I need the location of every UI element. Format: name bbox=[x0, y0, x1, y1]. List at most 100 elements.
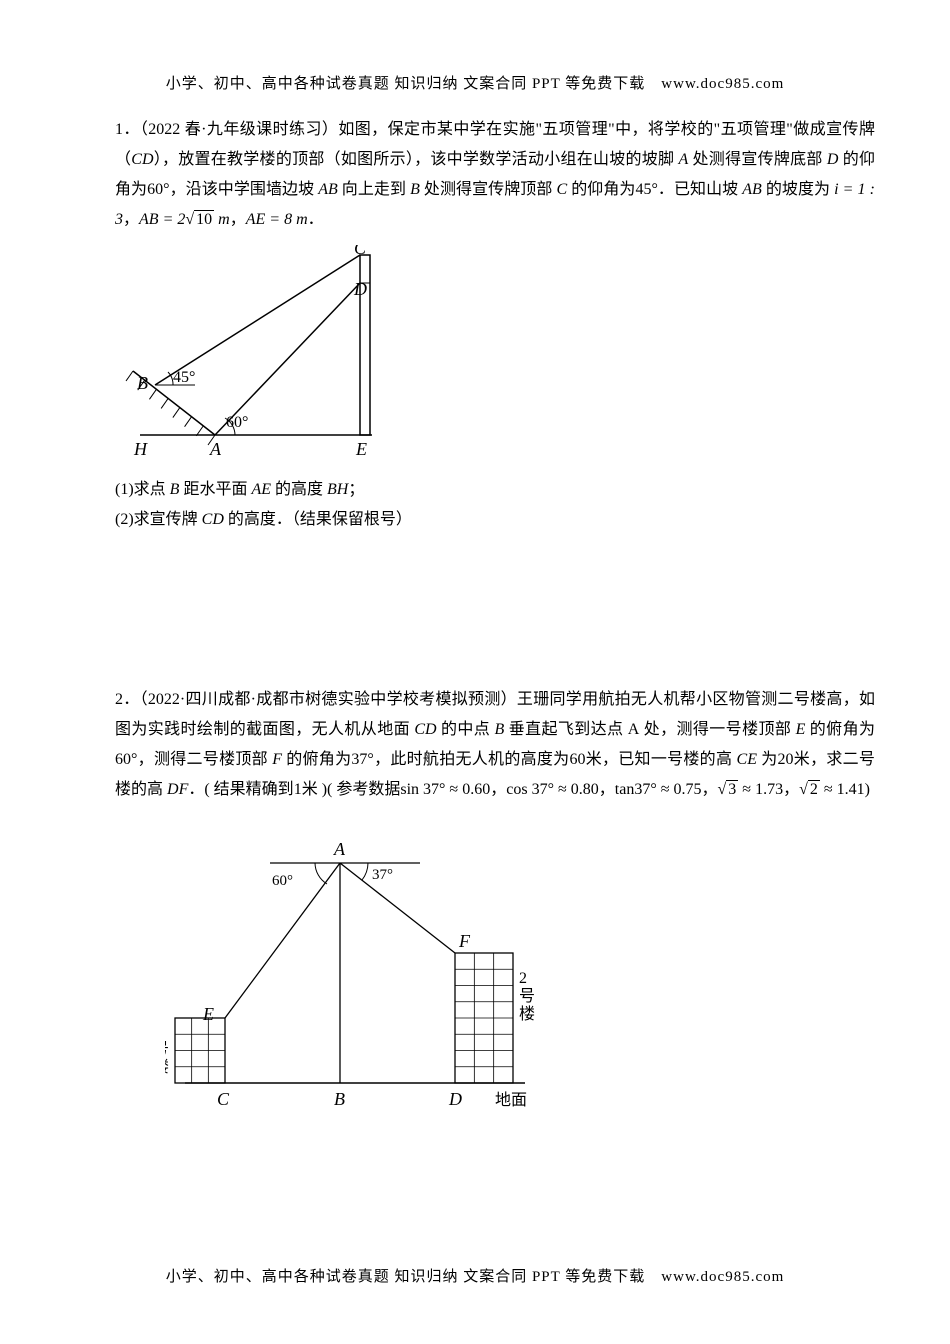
q1-figure: C D B H A E 45° 60° bbox=[115, 245, 875, 465]
label-AE: AE bbox=[251, 481, 271, 498]
angle-37: 37° bbox=[351, 751, 373, 768]
q1-body: ，沿该中学围墙边坡 bbox=[170, 181, 319, 198]
svg-text:60°: 60° bbox=[226, 414, 248, 431]
height-20: 20 bbox=[778, 751, 794, 768]
label-B: B bbox=[170, 481, 180, 498]
label-CD: CD bbox=[414, 721, 436, 738]
cos37: cos 37° ≈ 0.80 bbox=[506, 781, 599, 798]
q2-body: 的俯角为 bbox=[282, 751, 351, 768]
label-A: A bbox=[628, 721, 640, 738]
height-60: 60 bbox=[569, 751, 585, 768]
label-CE: CE bbox=[737, 751, 757, 768]
label-B: B bbox=[410, 181, 420, 198]
radicand: 2 bbox=[808, 780, 820, 798]
svg-text:37°: 37° bbox=[372, 867, 393, 883]
q1-body: 的坡度为 bbox=[762, 181, 830, 198]
q2-body: 米，已知一号楼的高 bbox=[585, 751, 736, 768]
q1-text: 1．（2022 春·九年级课时练习）如图，保定市某中学在实施"五项管理"中，将学… bbox=[115, 115, 875, 235]
angle-45: 45° bbox=[635, 181, 657, 198]
label-BH: BH bbox=[327, 481, 348, 498]
q2-body: 处，测得一号楼顶部 bbox=[639, 721, 795, 738]
q1-body: 处测得宣传牌顶部 bbox=[420, 181, 557, 198]
label-B: B bbox=[495, 721, 505, 738]
svg-text:地面: 地面 bbox=[495, 1091, 527, 1109]
q2-body: 的俯角为 bbox=[805, 721, 875, 738]
text: ； bbox=[348, 481, 364, 498]
svg-text:D: D bbox=[448, 1089, 462, 1109]
q1-body: 的仰角为 bbox=[567, 181, 635, 198]
q1-cd: CD bbox=[131, 151, 153, 168]
svg-text:E: E bbox=[202, 1004, 214, 1024]
radicand: 10 bbox=[194, 210, 214, 228]
q2-body: 垂直起飞到达点 bbox=[504, 721, 627, 738]
svg-text:A: A bbox=[333, 839, 346, 859]
sqrt3-val: ≈ 1.73 bbox=[738, 781, 783, 798]
svg-text:号: 号 bbox=[519, 987, 535, 1005]
q2-number: 2． bbox=[115, 691, 140, 708]
q1-sub1: (1)求点 B 距水平面 AE 的高度 BH； bbox=[115, 475, 875, 505]
svg-text:B: B bbox=[137, 373, 148, 393]
radicand: 3 bbox=[726, 780, 738, 798]
q1-sub2: (2)求宣传牌 CD 的高度．（结果保留根号） bbox=[115, 505, 875, 535]
label-AB: AB bbox=[742, 181, 762, 198]
label-A: A bbox=[679, 151, 689, 168]
page-content: 1．（2022 春·九年级课时练习）如图，保定市某中学在实施"五项管理"中，将学… bbox=[115, 115, 875, 1128]
svg-text:B: B bbox=[334, 1089, 345, 1109]
text: 的高度．（结果保留根号） bbox=[224, 511, 412, 528]
svg-text:号: 号 bbox=[165, 1040, 169, 1058]
svg-text:45°: 45° bbox=[173, 369, 195, 386]
q2-body: ，测得二号楼顶部 bbox=[137, 751, 272, 768]
q1-number: 1． bbox=[115, 121, 140, 138]
blank-space bbox=[115, 535, 875, 685]
AE-eq: AE = 8 m bbox=[246, 211, 308, 228]
svg-text:楼: 楼 bbox=[165, 1058, 169, 1076]
sqrt-2: √2 bbox=[799, 775, 820, 805]
text: (1)求点 bbox=[115, 481, 170, 498]
sqrt-3: √3 bbox=[718, 775, 739, 805]
text: (2)求宣传牌 bbox=[115, 511, 202, 528]
svg-text:C: C bbox=[354, 245, 367, 258]
svg-text:E: E bbox=[355, 439, 367, 459]
svg-text:H: H bbox=[133, 439, 148, 459]
svg-text:楼: 楼 bbox=[519, 1005, 535, 1023]
angle-60: 60° bbox=[147, 181, 169, 198]
comma: ， bbox=[783, 781, 799, 798]
q2-source: （2022·四川成都·成都市树德实验中学校考模拟预测） bbox=[140, 691, 517, 708]
q2-body: 米 )( 参考数据 bbox=[302, 781, 401, 798]
svg-text:2: 2 bbox=[519, 970, 527, 987]
comma: ， bbox=[123, 211, 139, 228]
sqrt2-val: ≈ 1.41) bbox=[820, 781, 870, 798]
label-C: C bbox=[556, 181, 567, 198]
svg-text:D: D bbox=[353, 279, 367, 299]
unit-m: m bbox=[214, 211, 230, 228]
q2-body: 为 bbox=[757, 751, 778, 768]
q1-diagram: C D B H A E 45° 60° bbox=[115, 245, 390, 460]
comma: ， bbox=[490, 781, 506, 798]
label-D: D bbox=[827, 151, 839, 168]
label-E: E bbox=[796, 721, 806, 738]
text: 的高度 bbox=[271, 481, 327, 498]
q2-body: ．( 结果精确到 bbox=[188, 781, 293, 798]
page-footer: 小学、初中、高中各种试卷真题 知识归纳 文案合同 PPT 等免费下载 www.d… bbox=[0, 1265, 950, 1286]
comma: ， bbox=[702, 781, 718, 798]
label-CD: CD bbox=[202, 511, 224, 528]
label-DF: DF bbox=[167, 781, 188, 798]
q1-body: 处测得宣传牌底部 bbox=[688, 151, 827, 168]
tan37: tan37° ≈ 0.75 bbox=[615, 781, 702, 798]
text: 距水平面 bbox=[179, 481, 251, 498]
q2-text: 2．（2022·四川成都·成都市树德实验中学校考模拟预测）王珊同学用航拍无人机帮… bbox=[115, 685, 875, 805]
period: ． bbox=[308, 211, 324, 228]
q1-body: 向上走到 bbox=[338, 181, 410, 198]
q2-figure: A60°37°EFCBD1号楼2号楼地面 bbox=[165, 823, 875, 1128]
q2-diagram: A60°37°EFCBD1号楼2号楼地面 bbox=[165, 823, 545, 1123]
precision: 1 bbox=[294, 781, 302, 798]
label-F: F bbox=[272, 751, 282, 768]
q2-body: ，此时航拍无人机的高度为 bbox=[374, 751, 570, 768]
q1-body: ），放置在教学楼的顶部（如图所示），该中学数学活动小组在山坡的坡脚 bbox=[154, 151, 679, 168]
svg-text:A: A bbox=[209, 439, 222, 459]
AB-eq: AB = 2 bbox=[139, 211, 185, 228]
svg-text:C: C bbox=[217, 1089, 230, 1109]
q2-body: 的中点 bbox=[437, 721, 495, 738]
q1-body: ．已知山坡 bbox=[658, 181, 742, 198]
label-AB: AB bbox=[318, 181, 338, 198]
